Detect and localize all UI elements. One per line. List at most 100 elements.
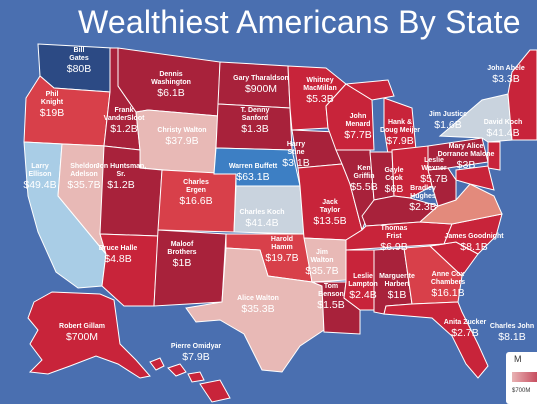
- wealth-value: $6B: [385, 183, 404, 195]
- person-name: Ergen: [186, 187, 206, 194]
- person-name: Charles: [183, 179, 209, 186]
- person-name: Cook: [385, 175, 403, 182]
- state-label: Jim Justice$1.6B: [429, 111, 467, 131]
- person-name: Harry: [287, 141, 305, 148]
- person-name: Sheldon: [70, 163, 98, 170]
- state-pennsylvania: [427, 137, 489, 171]
- person-name: Leslie: [353, 273, 373, 280]
- state-hawaii-2: [167, 363, 187, 377]
- state-maryland: [455, 165, 495, 191]
- wealth-value: $1.3B: [241, 123, 268, 135]
- person-name: Gayle: [384, 167, 403, 174]
- person-name: Lampton: [348, 281, 378, 288]
- person-name: Brothers: [167, 249, 196, 256]
- state-label: David Koch$41.4B: [484, 119, 523, 139]
- person-name: MacMillan: [303, 85, 336, 92]
- legend-min-value: $700M: [512, 388, 531, 394]
- wealth-value: $8.1B: [498, 331, 525, 343]
- state-label: Robert Gillam$700M: [59, 323, 105, 343]
- wealth-value: $19B: [40, 107, 65, 119]
- person-name: Harold: [271, 236, 293, 243]
- state-alaska: [27, 291, 151, 379]
- state-label: Alice Walton$35.3B: [237, 295, 279, 315]
- person-name: Jim Justice: [429, 111, 467, 118]
- wealth-value: $2.4B: [349, 289, 376, 301]
- person-name: David Koch: [484, 119, 523, 126]
- wealth-value: $7.9B: [386, 135, 413, 147]
- wealth-value: $49.4B: [23, 179, 56, 191]
- person-name: Benson: [318, 291, 344, 298]
- person-name: James Goodnight: [444, 233, 504, 240]
- person-name: Dorrance Malone: [438, 151, 495, 158]
- wealth-value: $80B: [67, 63, 92, 75]
- wealth-value: $35.7B: [67, 179, 100, 191]
- person-name: Pierre Omidyar: [171, 343, 221, 350]
- person-name: Ken: [357, 165, 370, 172]
- state-shapes: [23, 43, 537, 403]
- person-name: Jack: [322, 199, 338, 206]
- state-new-england: [507, 49, 537, 141]
- wealth-value: $1.2B: [110, 123, 137, 135]
- wealth-value: $63.1B: [236, 171, 269, 183]
- state-florida: [383, 301, 489, 379]
- person-name: Harbert: [385, 281, 411, 288]
- state-ohio: [391, 145, 433, 199]
- person-name: Tom: [324, 283, 338, 290]
- person-name: Stine: [287, 149, 304, 156]
- person-name: Thomas: [381, 225, 408, 232]
- wealth-value: $6.9B: [380, 241, 407, 253]
- wealth-value: $19.7B: [265, 252, 298, 264]
- legend: M $700M: [506, 352, 537, 404]
- person-name: Adelson: [70, 171, 98, 178]
- person-name: John: [350, 113, 367, 120]
- wealth-value: $2.3B: [409, 201, 436, 213]
- person-name: Charles Koch: [239, 209, 284, 216]
- state-label: Jon Huntsman,Sr.$1.2B: [96, 163, 147, 191]
- wealth-value: $6.1B: [157, 87, 184, 99]
- person-name: Larry: [31, 163, 49, 170]
- person-name: Gates: [69, 55, 89, 62]
- state-hawaii: [149, 357, 165, 371]
- wealth-value: $7.7B: [344, 129, 371, 141]
- person-name: Charles John: [490, 323, 534, 330]
- state-new-jersey: [487, 141, 501, 171]
- person-name: Chambers: [431, 279, 465, 286]
- wealth-value: $3.1B: [282, 157, 309, 169]
- person-name: Jim: [316, 249, 328, 256]
- wealth-value: $1B: [388, 289, 407, 301]
- person-name: Whitney: [306, 77, 333, 84]
- state-label: John Abele$3.3B: [487, 65, 525, 85]
- person-name: Anita Zucker: [444, 319, 487, 326]
- wealth-value: $2.7B: [451, 327, 478, 339]
- wealth-value: $1.6B: [434, 119, 461, 131]
- person-name: Ellison: [29, 171, 52, 178]
- person-name: Menard: [346, 121, 371, 128]
- wealth-value: $1.5B: [317, 299, 344, 311]
- person-name: Alice Walton: [237, 295, 279, 302]
- page-title: Wealthiest Americans By State: [78, 4, 521, 40]
- person-name: Dennis: [159, 71, 182, 78]
- person-name: Sr.: [117, 171, 126, 178]
- person-name: Christy Walton: [157, 127, 206, 134]
- wealth-value: $5.3B: [306, 93, 333, 105]
- wealth-value: $5.7B: [420, 173, 447, 185]
- person-name: Marguerite: [379, 273, 415, 280]
- person-name: Bill: [74, 47, 85, 54]
- person-name: Anne Cox: [432, 271, 465, 278]
- state-michigan-upper: [344, 79, 395, 101]
- person-name: Gary Tharaldson: [233, 75, 289, 82]
- wealth-value: $13.5B: [313, 215, 346, 227]
- person-name: Taylor: [320, 207, 341, 214]
